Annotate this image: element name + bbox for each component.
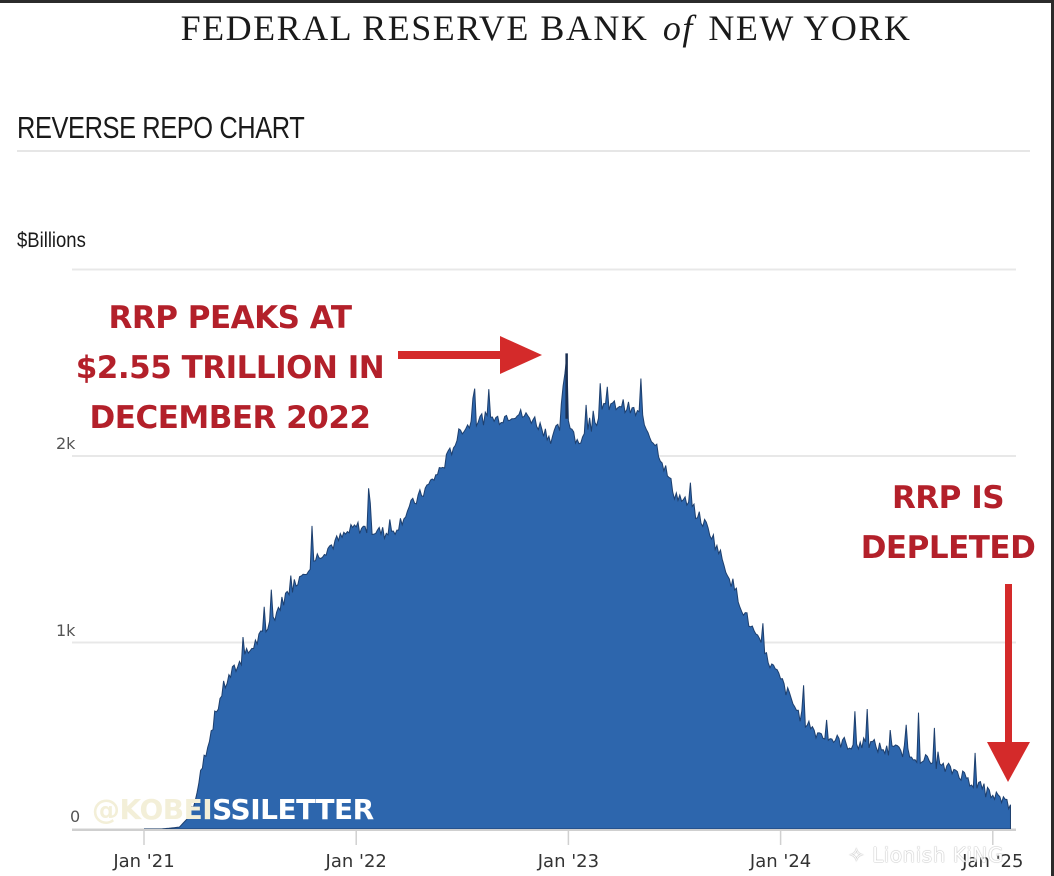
area-chart <box>72 268 1030 845</box>
x-tick-label: Jan '21 <box>113 851 175 872</box>
x-tick-label: Jan '22 <box>325 851 387 872</box>
y-tick-label: 2k <box>56 434 76 453</box>
watermark-solid-part: SSILETTER <box>212 793 374 826</box>
reverse-repo-area-series <box>144 357 1011 830</box>
x-tick-label: Jan '25 <box>962 851 1024 872</box>
depleted-annotation-line: RRP IS <box>891 480 1005 516</box>
peak-annotation: RRP PEAKS AT $2.55 TRILLION IN DECEMBER … <box>60 293 400 443</box>
bank-title: FEDERAL RESERVE BANK of NEW YORK <box>0 7 1051 49</box>
bank-name-right: NEW YORK <box>708 8 912 48</box>
right-arrow-icon <box>398 336 542 374</box>
bank-name-left: FEDERAL RESERVE BANK <box>180 8 649 48</box>
y-tick-label: 1k <box>56 620 76 640</box>
chart-title: REVERSE REPO CHART <box>17 110 305 145</box>
chart-page: FEDERAL RESERVE BANK of NEW YORK REVERSE… <box>0 3 1051 876</box>
watermark-lionish-king: ✧ Lionish KiNG <box>848 843 1004 867</box>
peak-annotation-line: $2.55 TRILLION IN <box>75 350 385 386</box>
y-axis-unit-label: $Billions <box>17 229 86 252</box>
title-divider <box>17 150 1030 152</box>
y-tick-label: 0 <box>70 807 81 826</box>
watermark-kobeissi: @KOBEISSILETTER <box>92 793 374 826</box>
depleted-annotation-line: DEPLETED <box>860 530 1036 566</box>
x-tick-label: Jan '23 <box>537 851 600 872</box>
peak-annotation-line: RRP PEAKS AT <box>108 300 352 336</box>
watermark-faded-part: @KOBEI <box>92 793 213 826</box>
peak-annotation-line: DECEMBER 2022 <box>89 400 371 436</box>
x-axis-ticks <box>143 831 994 845</box>
down-arrow-icon <box>987 584 1030 782</box>
depleted-annotation: RRP IS DEPLETED <box>850 473 1046 573</box>
bank-name-of: of <box>662 8 694 48</box>
x-tick-label: Jan '24 <box>749 851 812 872</box>
